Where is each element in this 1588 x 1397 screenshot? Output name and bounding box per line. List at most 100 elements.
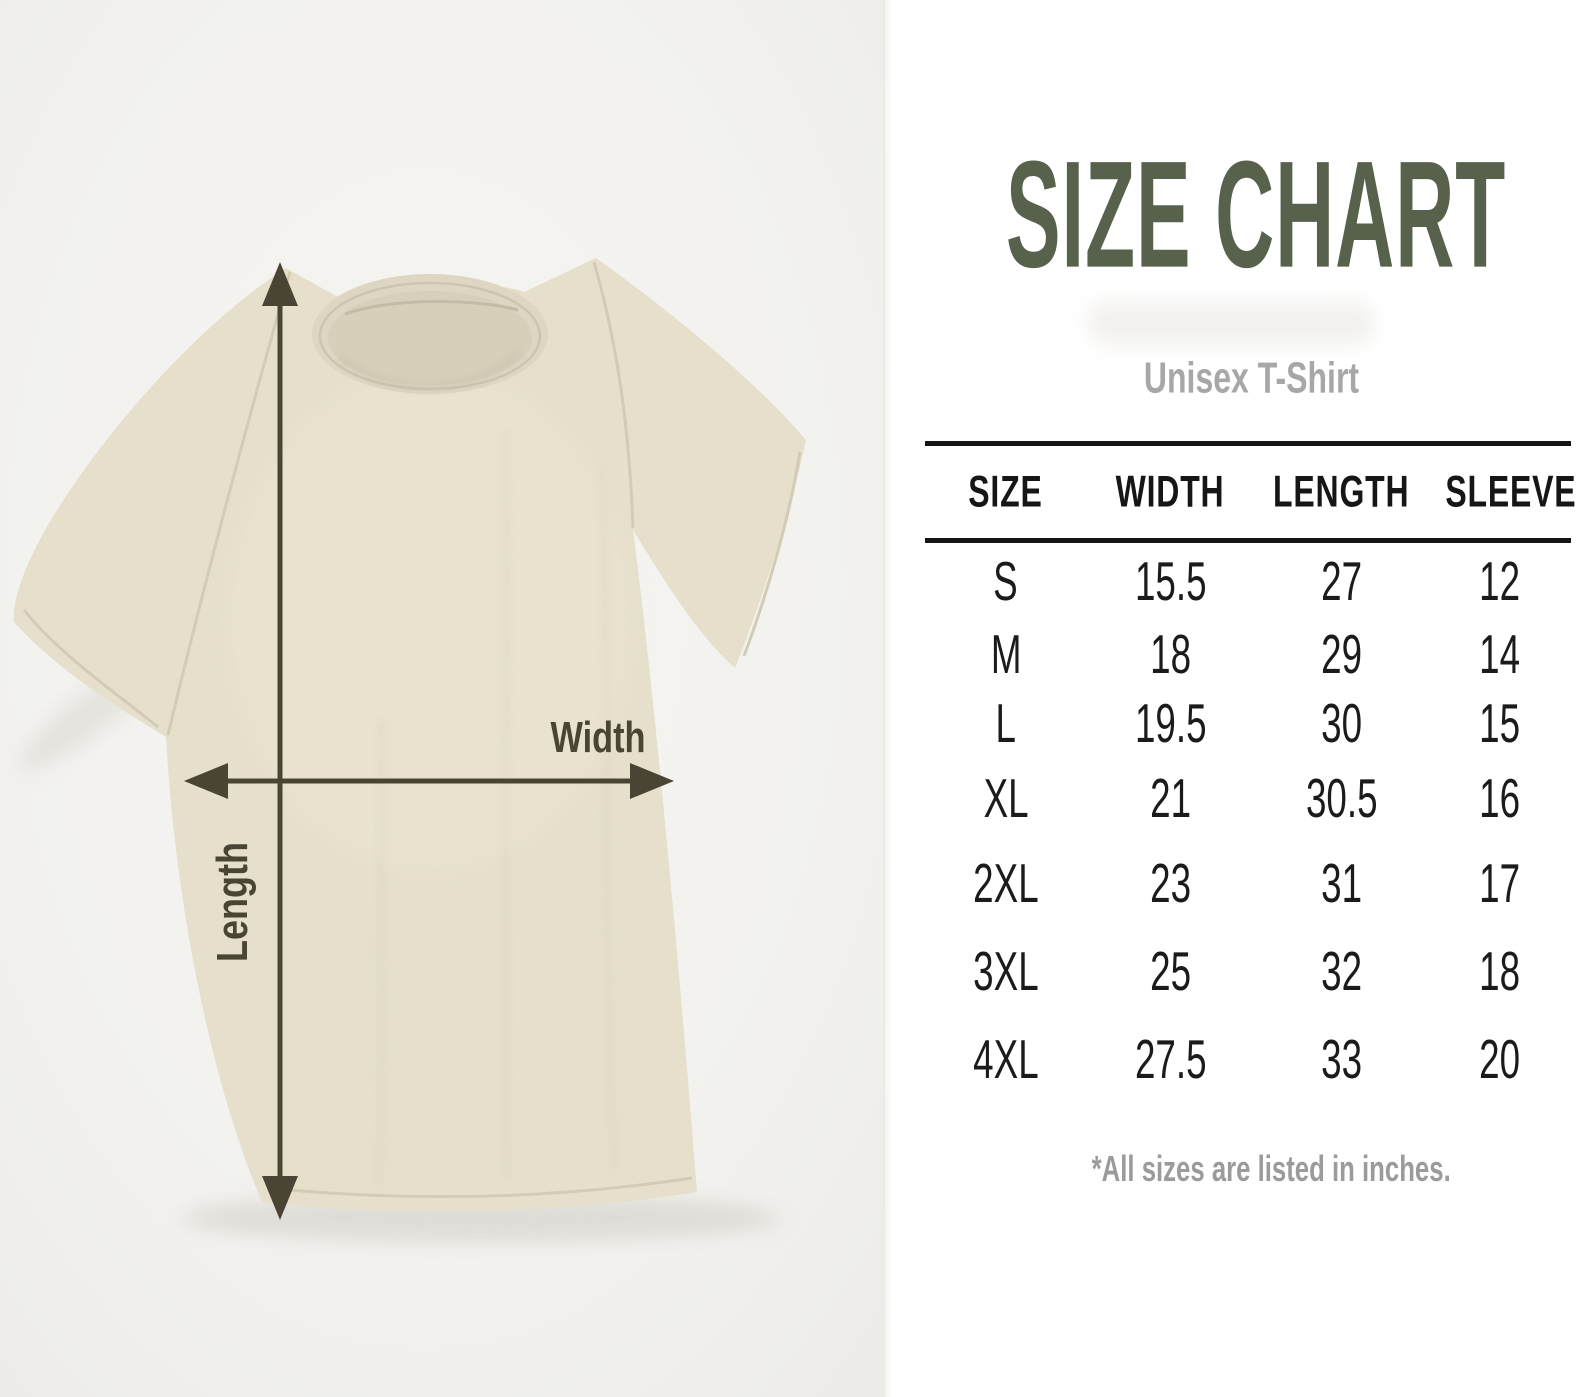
cell-length: 30.5: [1254, 757, 1428, 839]
cell-sleeve: 15: [1429, 689, 1571, 757]
width-value: 23: [1150, 852, 1191, 914]
cell-size: L: [925, 689, 1087, 757]
cell-size: S: [925, 541, 1087, 620]
table-row-3xl: 3XL 25 32 18: [925, 927, 1571, 1014]
collar-back-seam: [344, 299, 519, 316]
cell-length: 32: [1254, 927, 1428, 1014]
cell-length: 27: [1254, 541, 1428, 620]
size-table-header-row: SIZE WIDTH LENGTH SLEEVE: [925, 441, 1576, 543]
column-header-length: LENGTH: [1254, 441, 1429, 543]
cell-length: 29: [1254, 619, 1428, 689]
fabric-folds: [377, 429, 617, 1186]
cell-size: M: [925, 619, 1087, 689]
cell-width: 19.5: [1087, 689, 1255, 757]
cell-length: 33: [1254, 1014, 1428, 1104]
size-value: M: [990, 623, 1022, 685]
size-chart-panel: SIZE CHART Unisex T-Shirt SIZE WIDTH LEN…: [891, 0, 1588, 1397]
collar-shadow: [338, 349, 523, 391]
table-row-4xl: 4XL 27.5 33 20: [925, 1014, 1571, 1104]
length-value: 30.5: [1305, 767, 1378, 829]
arrow-down-head: [262, 1176, 298, 1220]
size-table: SIZE WIDTH LENGTH SLEEVE S 15.5 27 12 M …: [925, 441, 1576, 1104]
watermark-smudge: [1086, 300, 1376, 346]
units-footnote-text: *All sizes are listed in inches.: [1091, 1148, 1452, 1189]
cell-size: 2XL: [925, 839, 1087, 927]
sleeve-value: 17: [1479, 852, 1521, 914]
size-value: S: [993, 550, 1019, 612]
width-value: 27.5: [1134, 1028, 1207, 1090]
column-header-sleeve: SLEEVE: [1428, 441, 1576, 543]
width-value: 25: [1150, 939, 1191, 1002]
cell-sleeve: 12: [1429, 541, 1571, 620]
cell-sleeve: 17: [1429, 839, 1571, 927]
sleeve-value: 18: [1479, 939, 1521, 1002]
subtitle-text: Unisex T-Shirt: [1143, 353, 1360, 403]
sleeve-value: 20: [1479, 1028, 1521, 1090]
size-value: 2XL: [972, 852, 1039, 914]
arrow-up-head: [262, 262, 298, 306]
arrow-right-head: [630, 763, 674, 799]
cell-width: 25: [1087, 927, 1255, 1014]
length-value: 31: [1321, 852, 1363, 914]
cell-width: 18: [1087, 619, 1255, 689]
measurement-arrows: Width Length: [184, 262, 674, 1220]
length-value: 33: [1321, 1028, 1363, 1090]
size-value: XL: [983, 767, 1029, 829]
page-title-text: SIZE CHART: [1005, 129, 1506, 301]
size-value: 3XL: [972, 939, 1039, 1002]
tshirt-photo-panel: Width Length: [0, 0, 885, 1397]
fabric-highlight: [230, 370, 630, 870]
length-value: 27: [1321, 550, 1363, 612]
cell-size: 3XL: [925, 927, 1087, 1014]
cell-sleeve: 18: [1429, 927, 1571, 1014]
cell-size: XL: [925, 757, 1087, 839]
length-value: 29: [1321, 623, 1363, 685]
table-row-s: S 15.5 27 12: [925, 541, 1571, 620]
width-measure-label: Width: [551, 713, 646, 762]
arrow-left-head: [184, 763, 228, 799]
column-header-size-label: SIZE: [968, 467, 1043, 517]
cell-sleeve: 14: [1429, 619, 1571, 689]
cell-width: 15.5: [1087, 541, 1255, 620]
cell-sleeve: 16: [1429, 757, 1571, 839]
table-row-xl: XL 21 30.5 16: [925, 757, 1571, 839]
width-value: 15.5: [1134, 550, 1207, 612]
cell-length: 31: [1254, 839, 1428, 927]
units-footnote: *All sizes are listed in inches.: [923, 1148, 1588, 1189]
tshirt-graphic: [13, 258, 806, 1212]
tshirt-illustration: Width Length: [0, 0, 885, 1397]
column-header-length-label: LENGTH: [1273, 467, 1410, 517]
cell-width: 27.5: [1087, 1014, 1255, 1104]
sleeve-value: 12: [1479, 550, 1521, 612]
seams: [22, 261, 802, 1199]
cell-size: 4XL: [925, 1014, 1087, 1104]
length-value: 30: [1321, 692, 1363, 754]
size-value: L: [995, 692, 1016, 754]
width-value: 19.5: [1134, 692, 1207, 754]
width-arrow: [184, 763, 674, 799]
cell-width: 21: [1087, 757, 1255, 839]
page-title: SIZE CHART: [907, 139, 1588, 291]
cell-sleeve: 20: [1429, 1014, 1571, 1104]
sleeve-value: 14: [1479, 623, 1521, 685]
length-value: 32: [1321, 939, 1363, 1002]
panel-divider: [883, 0, 891, 1397]
column-header-width: WIDTH: [1086, 441, 1255, 543]
cell-width: 23: [1087, 839, 1255, 927]
cell-length: 30: [1254, 689, 1428, 757]
size-value: 4XL: [972, 1028, 1039, 1090]
width-value: 18: [1150, 623, 1191, 685]
length-measure-label: Length: [208, 842, 257, 962]
column-header-width-label: WIDTH: [1116, 467, 1225, 517]
column-header-size: SIZE: [925, 441, 1087, 543]
column-header-sleeve-label: SLEEVE: [1445, 467, 1577, 517]
collar-opening: [328, 291, 532, 385]
table-row-2xl: 2XL 23 31 17: [925, 839, 1571, 927]
table-row-m: M 18 29 14: [925, 619, 1571, 689]
subtitle: Unisex T-Shirt: [903, 353, 1588, 403]
sleeve-value: 16: [1479, 767, 1521, 829]
length-arrow: [262, 262, 298, 1220]
width-value: 21: [1150, 767, 1191, 829]
table-row-l: L 19.5 30 15: [925, 689, 1571, 757]
